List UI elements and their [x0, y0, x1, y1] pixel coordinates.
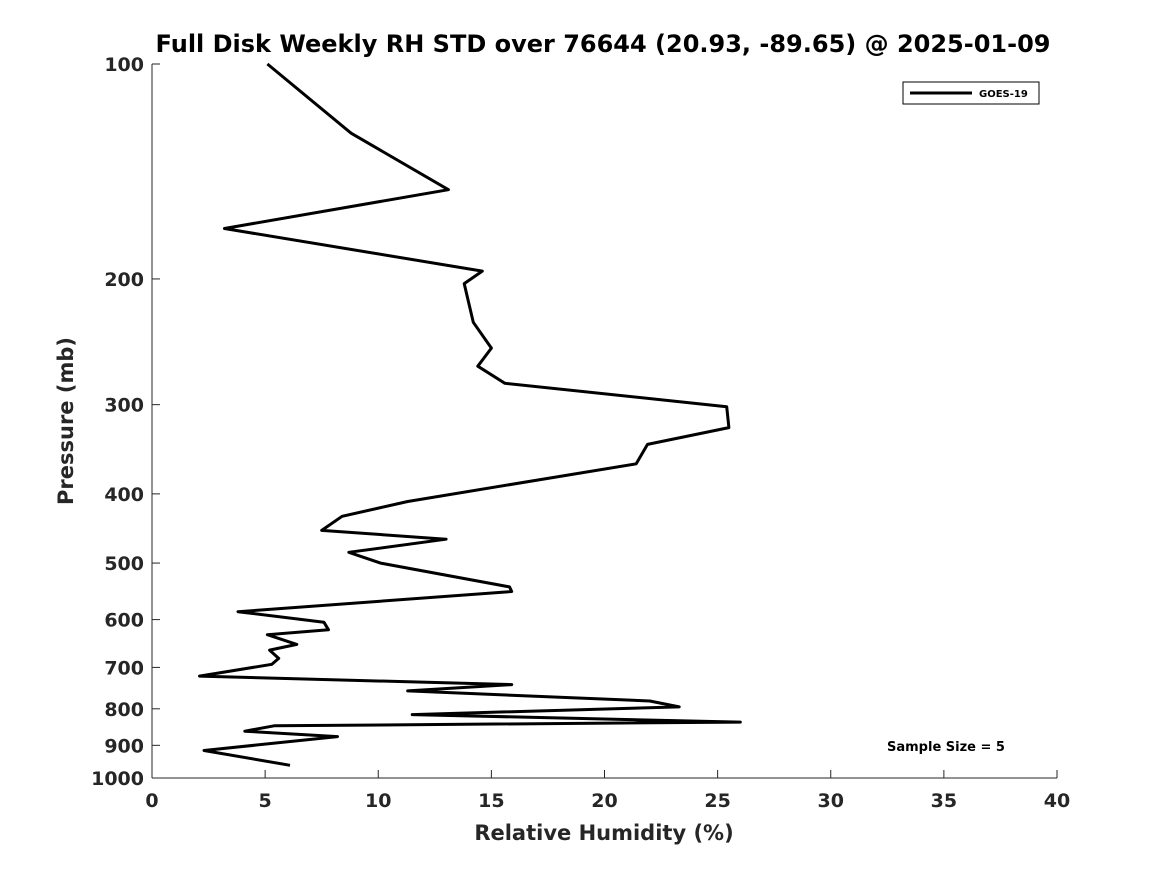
y-axis-ticks: 100 200 300 400 500 600 700 800 900 1000	[91, 54, 160, 790]
y-tick-label: 300	[104, 395, 144, 417]
y-tick-label: 1000	[91, 768, 144, 790]
y-tick-label: 500	[104, 553, 144, 575]
y-tick-label: 400	[104, 484, 144, 506]
legend-label: GOES-19	[979, 89, 1028, 100]
series-line-goes-19	[198, 62, 742, 767]
x-tick-label: 40	[1044, 790, 1070, 812]
sample-size-annotation: Sample Size = 5	[887, 740, 1005, 755]
chart-title: Full Disk Weekly RH STD over 76644 (20.9…	[156, 30, 1051, 58]
y-tick-label: 200	[104, 269, 144, 291]
y-tick-label: 600	[104, 610, 144, 632]
x-tick-label: 5	[259, 790, 272, 812]
plot-area	[152, 64, 1057, 778]
x-tick-label: 20	[591, 790, 617, 812]
y-axis-label: Pressure (mb)	[54, 337, 78, 505]
x-tick-label: 0	[145, 790, 158, 812]
x-tick-label: 25	[704, 790, 730, 812]
x-axis-ticks: 0 5 10 15 20 25 30 35 40	[145, 770, 1070, 812]
x-tick-label: 10	[365, 790, 391, 812]
y-tick-label: 800	[104, 699, 144, 721]
legend: GOES-19	[902, 81, 1040, 105]
x-tick-label: 15	[478, 790, 504, 812]
x-axis-label: Relative Humidity (%)	[474, 821, 733, 845]
series-group	[198, 62, 742, 767]
y-tick-label: 100	[104, 54, 144, 76]
x-tick-label: 30	[818, 790, 844, 812]
y-tick-label: 900	[104, 735, 144, 757]
y-tick-label: 700	[104, 657, 144, 679]
x-tick-label: 35	[931, 790, 957, 812]
